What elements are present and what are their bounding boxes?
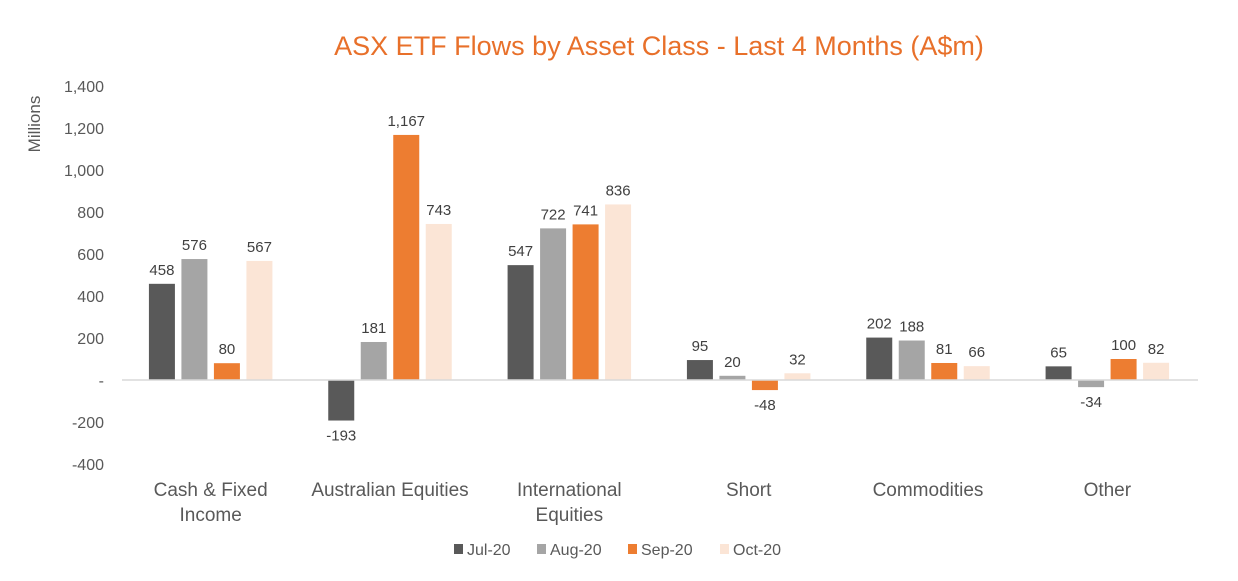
x-category-label: Commodities [873,480,984,501]
y-axis-label: Millions [25,96,44,153]
bar-aug-20 [360,341,387,380]
data-label: 1,167 [387,113,425,130]
data-label: 80 [219,341,236,358]
legend-swatch [720,544,729,554]
y-tick-label: 1,400 [64,79,104,96]
data-label: -48 [754,397,776,414]
legend-swatch [454,544,463,554]
bar-oct-20 [425,223,452,380]
x-category-label: Equities [536,505,604,526]
x-category-label: Other [1084,480,1132,501]
bar-oct-20 [963,366,990,380]
data-label: 741 [573,202,598,219]
bar-aug-20 [540,228,567,380]
data-label: -34 [1080,394,1102,411]
data-label: 743 [426,202,451,219]
bar-jul-20 [686,360,713,380]
data-label: 20 [724,354,741,371]
y-tick-label: 400 [77,289,104,306]
data-label: 66 [968,344,985,361]
bar-oct-20 [1143,362,1170,380]
bar-oct-20 [246,260,273,380]
data-label: 567 [247,239,272,256]
bar-jul-20 [507,265,534,380]
bar-sep-20 [1110,359,1137,380]
x-category-label: Australian Equities [311,480,468,501]
data-label: 576 [182,237,207,254]
bar-jul-20 [866,337,893,380]
data-label: 32 [789,351,806,368]
bar-sep-20 [213,363,240,380]
bar-aug-20 [898,340,925,380]
data-label: 95 [692,338,709,355]
y-tick-label: 200 [77,331,104,348]
data-label: 458 [149,262,174,279]
bar-oct-20 [605,204,632,380]
data-label: 81 [936,341,953,358]
legend-label: Oct-20 [733,542,781,559]
x-category-label: Cash & Fixed [154,480,268,501]
legend-label: Aug-20 [550,542,602,559]
data-label: 188 [899,319,924,336]
data-label: 836 [606,182,631,199]
bar-sep-20 [393,134,420,380]
data-label: 202 [867,316,892,333]
data-label: -193 [326,428,356,445]
x-category-label: Short [726,480,772,501]
y-tick-label: - [99,373,104,390]
y-tick-label: 1,000 [64,163,104,180]
y-tick-label: -400 [72,457,104,474]
bar-jul-20 [1045,366,1072,380]
bar-sep-20 [572,224,599,380]
x-category-label: International [517,480,622,501]
x-category-label: Income [180,505,242,526]
bar-jul-20 [148,283,175,380]
data-label: 100 [1111,337,1136,354]
bar-aug-20 [181,259,208,380]
bar-oct-20 [784,373,811,380]
y-tick-label: 600 [77,247,104,264]
data-label: 82 [1148,341,1165,358]
chart-title: ASX ETF Flows by Asset Class - Last 4 Mo… [334,31,984,61]
data-label: 547 [508,243,533,260]
y-tick-label: 800 [77,205,104,222]
legend-swatch [628,544,637,554]
y-tick-label: -200 [72,415,104,432]
legend-label: Sep-20 [641,542,693,559]
data-label: 722 [541,206,566,223]
legend-label: Jul-20 [467,542,511,559]
bar-aug-20 [1078,380,1105,388]
bar-jul-20 [328,380,355,421]
data-label: 65 [1050,344,1067,361]
data-label: 181 [361,320,386,337]
bar-sep-20 [751,380,778,391]
bar-sep-20 [931,362,958,380]
bar-aug-20 [719,375,746,380]
y-tick-label: 1,200 [64,121,104,138]
legend-swatch [537,544,546,554]
